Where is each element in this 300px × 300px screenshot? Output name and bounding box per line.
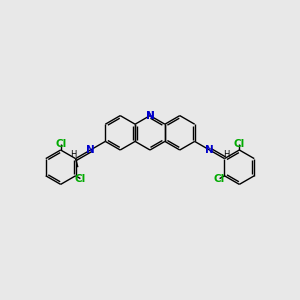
Text: N: N — [146, 111, 154, 121]
Text: N: N — [205, 145, 214, 155]
Text: N: N — [86, 145, 95, 155]
Text: Cl: Cl — [234, 140, 245, 149]
Text: Cl: Cl — [214, 174, 225, 184]
Text: N: N — [146, 111, 154, 121]
Text: Cl: Cl — [75, 174, 86, 184]
Text: Cl: Cl — [55, 140, 66, 149]
Text: H: H — [70, 150, 76, 159]
Text: H: H — [224, 150, 230, 159]
